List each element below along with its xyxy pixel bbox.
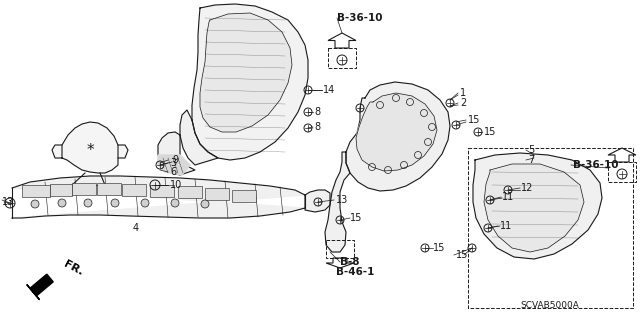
Text: 5: 5 [528,145,534,155]
Bar [122,184,146,196]
Polygon shape [325,152,350,252]
Circle shape [171,199,179,207]
Text: B-36-10: B-36-10 [337,13,383,23]
Polygon shape [62,122,118,173]
Text: 4: 4 [133,223,139,233]
Bar [50,184,72,196]
Text: 7: 7 [528,155,534,165]
Text: 8: 8 [314,122,320,132]
Text: *: * [86,143,94,158]
Bar [178,186,202,198]
Text: 11: 11 [500,221,512,231]
Text: 12: 12 [521,183,533,193]
Bar [608,162,636,182]
Text: 15: 15 [484,127,497,137]
Polygon shape [473,153,602,259]
Polygon shape [118,145,128,158]
Text: 6: 6 [170,167,176,177]
Bar [97,183,121,195]
Text: B-8: B-8 [340,257,360,267]
Circle shape [58,199,66,207]
Text: 13: 13 [336,195,348,205]
Bar [232,190,256,202]
Text: 2: 2 [460,98,467,108]
Text: 3: 3 [170,158,176,168]
Polygon shape [192,4,308,160]
Text: FR.: FR. [62,259,84,277]
Circle shape [141,199,149,207]
Polygon shape [346,82,450,191]
Text: 13: 13 [2,197,14,207]
Bar [72,183,96,195]
Bar [205,188,229,200]
Bar [328,48,356,68]
Text: 15: 15 [433,243,445,253]
Polygon shape [52,145,62,158]
Polygon shape [12,176,305,218]
Circle shape [31,200,39,208]
Polygon shape [30,274,53,296]
Polygon shape [356,93,437,171]
Bar [22,185,50,197]
Polygon shape [158,132,195,175]
Text: 10: 10 [170,180,182,190]
Text: SCVAB5000A: SCVAB5000A [520,300,579,309]
Text: 15: 15 [456,250,468,260]
Bar [326,240,354,258]
Bar [468,148,633,308]
Text: 15: 15 [468,115,481,125]
Text: 8: 8 [314,107,320,117]
Text: 1: 1 [460,88,466,98]
Circle shape [201,200,209,208]
Polygon shape [180,110,218,165]
Polygon shape [484,164,584,252]
Text: B-36-10: B-36-10 [573,160,618,170]
Circle shape [111,199,119,207]
Polygon shape [27,285,40,300]
Text: 15: 15 [350,213,362,223]
Text: B-46-1: B-46-1 [336,267,374,277]
Text: 11: 11 [502,192,515,202]
Text: 9: 9 [172,155,178,165]
Text: 14: 14 [323,85,335,95]
Polygon shape [200,13,292,132]
Polygon shape [158,155,190,175]
Polygon shape [305,190,330,212]
Circle shape [84,199,92,207]
Bar [150,185,174,197]
